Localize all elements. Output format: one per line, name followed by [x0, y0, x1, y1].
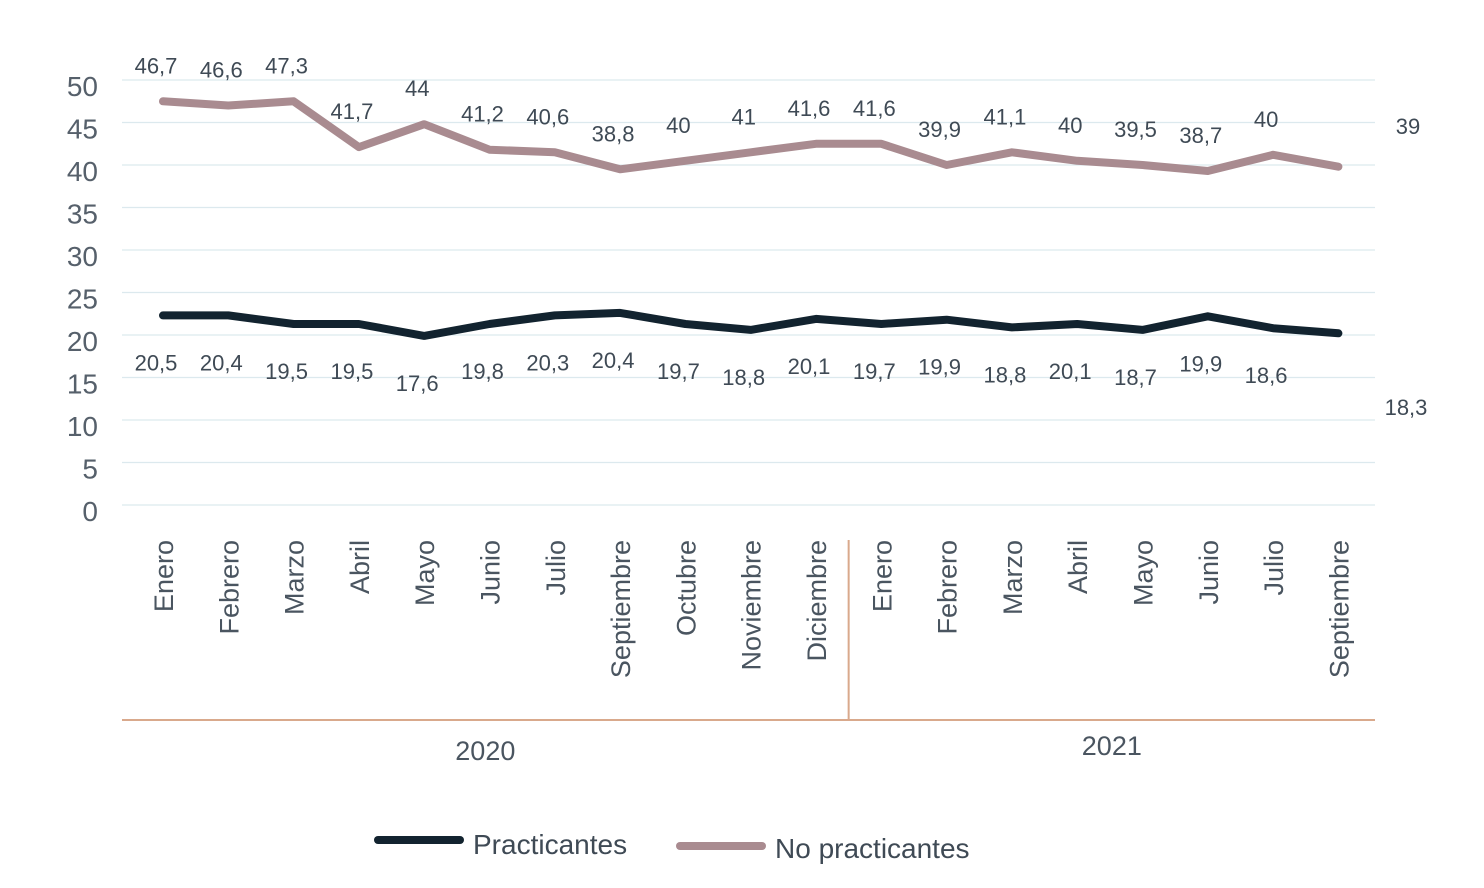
legend-label: Practicantes: [473, 829, 627, 860]
x-tick-label: Septiembre: [606, 540, 636, 678]
data-label: 39,9: [918, 117, 961, 142]
data-label: 20,1: [788, 354, 831, 379]
data-label: 19,7: [657, 359, 700, 384]
legend: Practicantes No practicantes: [374, 829, 970, 864]
year-groups: 2020 2021: [122, 540, 1375, 766]
y-axis: 0 5 10 15 20 25 30 35 40 45 50: [67, 71, 98, 527]
data-label: 38,7: [1179, 123, 1222, 148]
x-tick-label: Octubre: [671, 540, 701, 636]
x-tick-label: Abril: [1063, 540, 1093, 594]
x-tick-label: Junio: [1194, 540, 1224, 605]
data-label: 18,3: [1385, 395, 1428, 420]
x-tick-label: Marzo: [280, 540, 310, 615]
series-line: [159, 97, 1343, 175]
x-tick-label: Septiembre: [1324, 540, 1354, 678]
y-tick-label: 10: [67, 411, 98, 442]
data-label: 41,7: [330, 99, 373, 124]
x-tick-label: Febrero: [214, 540, 244, 635]
x-tick-label: Junio: [476, 540, 506, 605]
data-label: 20,4: [200, 350, 243, 375]
data-labels: 46,7 46,6 47,3 41,7 44 41,2 40,6 38,8 40 41 41,6 41…: [135, 53, 1428, 420]
data-label: 41,6: [788, 96, 831, 121]
x-tick-label: Diciembre: [802, 540, 832, 662]
y-tick-label: 30: [67, 241, 98, 272]
x-tick-label: Marzo: [998, 540, 1028, 615]
x-tick-label: Julio: [541, 540, 571, 596]
data-label: 20,3: [526, 350, 569, 375]
y-tick-label: 20: [67, 326, 98, 357]
data-label: 18,7: [1114, 365, 1157, 390]
data-label: 40: [1058, 113, 1082, 138]
x-tick-label: Febrero: [933, 540, 963, 635]
series-line: [159, 308, 1343, 340]
data-label: 40: [1254, 107, 1278, 132]
y-tick-label: 40: [67, 156, 98, 187]
data-label: 20,4: [592, 348, 635, 373]
data-label: 38,8: [592, 121, 635, 146]
x-tick-label: Noviembre: [737, 540, 767, 671]
data-label: 18,6: [1245, 363, 1288, 388]
data-label: 19,9: [1179, 351, 1222, 376]
data-label: 19,8: [461, 359, 504, 384]
data-label: 46,6: [200, 58, 243, 83]
x-tick-label: Mayo: [1129, 540, 1159, 606]
legend-label: No practicantes: [775, 833, 970, 864]
data-label: 41,1: [983, 104, 1026, 129]
y-tick-label: 35: [67, 199, 98, 230]
data-label: 20,1: [1049, 359, 1092, 384]
data-label: 18,8: [722, 365, 765, 390]
data-label: 41: [731, 104, 755, 129]
data-label: 19,9: [918, 355, 961, 380]
data-label: 19,7: [853, 359, 896, 384]
y-tick-label: 45: [67, 114, 98, 145]
data-label: 39,5: [1114, 117, 1157, 142]
y-tick-label: 0: [82, 496, 98, 527]
y-tick-label: 5: [82, 454, 98, 485]
x-tick-label: Julio: [1259, 540, 1289, 596]
data-label: 18,8: [983, 362, 1026, 387]
data-label: 17,6: [396, 371, 439, 396]
data-label: 47,3: [265, 53, 308, 78]
x-tick-label: Enero: [149, 540, 179, 612]
data-label: 20,5: [135, 350, 178, 375]
year-label: 2020: [455, 736, 515, 766]
data-label: 44: [405, 76, 429, 101]
data-label: 40: [666, 113, 690, 138]
data-label: 39: [1396, 114, 1420, 139]
series-lines: [159, 97, 1343, 340]
data-label: 41,6: [853, 96, 896, 121]
data-label: 19,5: [265, 359, 308, 384]
data-label: 41,2: [461, 102, 504, 127]
y-tick-label: 25: [67, 284, 98, 315]
data-label: 46,7: [135, 53, 178, 78]
x-tick-label: Abril: [345, 540, 375, 594]
y-tick-label: 15: [67, 369, 98, 400]
x-axis: Enero Febrero Marzo Abril Mayo Junio Julio Sept…: [149, 540, 1354, 678]
x-tick-label: Enero: [867, 540, 897, 612]
data-label: 40,6: [526, 104, 569, 129]
y-tick-label: 50: [67, 71, 98, 102]
x-tick-label: Mayo: [410, 540, 440, 606]
data-label: 19,5: [330, 359, 373, 384]
gridlines: [122, 79, 1375, 506]
year-label: 2021: [1082, 731, 1142, 761]
